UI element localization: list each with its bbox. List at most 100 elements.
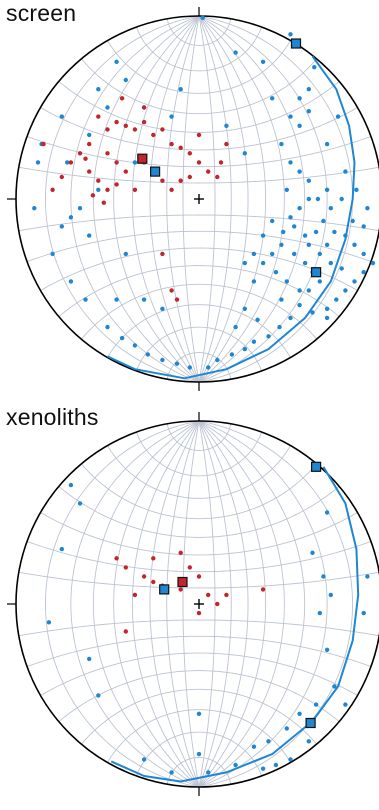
pole-point-red (123, 629, 128, 634)
pole-point-blue (77, 501, 83, 506)
pole-point-blue (35, 160, 41, 165)
pole-point-blue (288, 114, 293, 119)
pole-point-blue (302, 233, 308, 238)
pole-point-red (132, 127, 138, 132)
pole-point-blue (270, 96, 275, 101)
pole-point-blue (273, 762, 279, 768)
pole-point-blue (306, 242, 311, 247)
eigenvector-square-blue (311, 461, 322, 472)
pole-point-blue (96, 87, 101, 92)
eigenvector-square-blue (150, 166, 161, 177)
pole-point-blue (352, 279, 357, 284)
grid-parallel (58, 486, 340, 538)
pole-point-blue (196, 751, 202, 757)
pole-point-blue (288, 315, 293, 321)
eigenvector-square-blue (305, 717, 316, 729)
pole-point-blue (277, 324, 282, 330)
pole-point-red (196, 132, 202, 138)
pole-point-blue (233, 324, 238, 330)
pole-point-blue (297, 206, 302, 211)
pole-point-red (260, 587, 266, 592)
stereonet-grid (18, 421, 379, 787)
pole-point-blue (87, 132, 92, 138)
pole-point-blue (324, 315, 330, 321)
grid-meridian (113, 421, 200, 787)
pole-point-blue (160, 306, 165, 311)
pole-point-blue (77, 206, 83, 211)
grid-parallel (81, 283, 317, 340)
pole-point-blue (96, 187, 101, 192)
pole-point-red (196, 610, 202, 616)
eigenvector-square-blue (159, 584, 170, 595)
stereonet-grid (18, 16, 379, 382)
pole-point-red (174, 297, 180, 302)
pole-point-blue (132, 343, 138, 348)
pole-point-blue (306, 178, 311, 183)
grid-parallel (18, 619, 379, 637)
pole-point-blue (317, 279, 322, 284)
pole-point-blue (266, 334, 271, 339)
grid-meridian (113, 16, 200, 382)
pole-point-blue (350, 218, 355, 224)
pole-point-blue (297, 169, 302, 174)
pole-point-blue (292, 251, 297, 257)
pole-point-blue (312, 65, 317, 70)
pole-point-blue (306, 87, 311, 92)
pole-point-blue (339, 196, 344, 202)
stereonet-xenoliths (7, 412, 379, 796)
grid-meridian (198, 16, 267, 382)
grid-parallel (135, 326, 263, 372)
pole-point-red (224, 141, 229, 147)
pole-point-blue (141, 757, 147, 762)
grid-parallel (26, 635, 372, 668)
pole-point-blue (260, 766, 266, 771)
pole-point-blue (119, 335, 125, 341)
pole-point-blue (288, 215, 293, 220)
pole-point-blue (255, 317, 260, 322)
pole-point-blue (87, 233, 92, 238)
pole-point-blue (251, 251, 257, 257)
pole-point-blue (270, 218, 275, 224)
pole-point-blue (123, 251, 128, 257)
pole-point-blue (50, 251, 55, 257)
pole-point-red (187, 151, 192, 156)
pole-point-blue (313, 229, 319, 235)
pole-point-blue (65, 160, 70, 165)
pole-point-red (178, 178, 183, 183)
pole-point-blue (321, 574, 326, 579)
pole-point-blue (284, 726, 289, 731)
grid-parallel (107, 709, 291, 763)
pole-point-red (169, 288, 174, 293)
grid-parallel (166, 18, 232, 46)
pole-point-blue (335, 114, 341, 119)
pole-point-blue (187, 365, 192, 370)
pole-point-blue (328, 206, 333, 211)
pole-point-blue (352, 242, 357, 247)
pole-point-red (41, 141, 46, 147)
grid-parallel (166, 757, 232, 785)
pole-point-blue (145, 352, 150, 357)
pole-point-red (59, 174, 64, 180)
pole-point-blue (68, 482, 74, 488)
pole-point-blue (251, 744, 257, 749)
pole-point-red (141, 105, 147, 110)
pole-point-red (83, 156, 88, 161)
pole-point-blue (361, 610, 366, 616)
pole-point-red (215, 601, 220, 607)
grid-meridian (70, 421, 200, 787)
pole-point-red (119, 96, 125, 101)
pole-point-red (151, 556, 156, 561)
pole-point-red (87, 169, 92, 174)
grid-meridian (198, 16, 285, 382)
pole-point-blue (59, 114, 64, 119)
pole-point-blue (196, 711, 202, 716)
grid-meridian (198, 16, 249, 382)
pole-point-blue (361, 251, 366, 257)
pole-point-red (87, 141, 92, 147)
pole-point-blue (370, 260, 376, 266)
pole-point-red (178, 145, 183, 150)
great-circle-fit (110, 466, 360, 783)
grid-parallel (40, 652, 358, 696)
pole-point-red (160, 178, 165, 183)
pole-point-blue (361, 270, 366, 275)
